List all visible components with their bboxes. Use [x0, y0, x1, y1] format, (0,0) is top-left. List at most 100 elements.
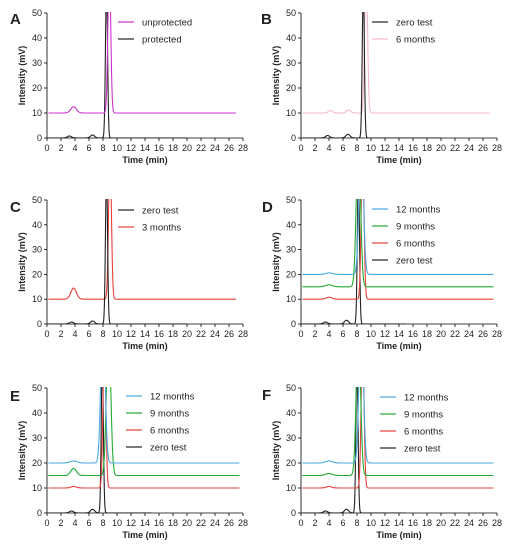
series-line-zero-test [302, 12, 442, 138]
series-line-3-months [48, 199, 237, 300]
x-tick-label: 14 [394, 143, 404, 153]
x-tick-label: 14 [140, 329, 150, 339]
x-tick-label: 20 [436, 329, 446, 339]
series-line-zero-test [48, 387, 153, 513]
legend-label: unprotected [142, 18, 192, 29]
x-tick-label: 14 [140, 518, 150, 528]
x-tick-label: 28 [492, 143, 502, 153]
x-tick-label: 28 [238, 518, 248, 528]
series-group [302, 12, 491, 138]
series-line-zero-test [302, 199, 407, 324]
x-tick-label: 16 [408, 329, 418, 339]
y-tick-label: 0 [37, 319, 42, 329]
y-tick-label: 50 [32, 8, 42, 18]
y-tick-label: 40 [286, 220, 296, 230]
x-tick-label: 12 [126, 518, 136, 528]
x-tick-label: 28 [492, 518, 502, 528]
y-tick-label: 0 [37, 508, 42, 518]
y-tick-label: 30 [286, 433, 296, 443]
series-line-9-months [48, 387, 240, 477]
x-tick-label: 22 [450, 143, 460, 153]
legend-label: 9 months [396, 222, 435, 233]
legend-label: 3 months [142, 223, 181, 234]
x-tick-label: 22 [196, 143, 206, 153]
y-tick-label: 30 [32, 58, 42, 68]
panel-letter: C [10, 199, 21, 216]
x-tick-label: 24 [464, 518, 474, 528]
x-tick-label: 2 [58, 329, 63, 339]
y-tick-label: 20 [32, 458, 42, 468]
x-tick-label: 22 [450, 329, 460, 339]
x-tick-label: 26 [224, 143, 234, 153]
y-tick-label: 20 [286, 458, 296, 468]
x-tick-label: 16 [408, 143, 418, 153]
x-axis-title: Time (min) [376, 155, 421, 165]
y-tick-label: 40 [32, 220, 42, 230]
y-tick-label: 20 [286, 83, 296, 93]
series-line-6-months [48, 387, 240, 489]
x-tick-label: 26 [224, 518, 234, 528]
legend-label: protected [142, 35, 182, 46]
x-tick-label: 16 [408, 518, 418, 528]
y-axis-title: Intensity (mV) [271, 46, 281, 106]
y-tick-label: 0 [291, 508, 296, 518]
legend: 12 months 9 months 6 months zero test [380, 393, 449, 455]
legend-label: zero test [404, 444, 441, 455]
y-tick-label: 30 [286, 58, 296, 68]
x-tick-label: 26 [478, 518, 488, 528]
x-tick-label: 16 [154, 143, 164, 153]
x-tick-label: 6 [340, 329, 345, 339]
legend: unprotected protected [118, 18, 192, 46]
series-group [48, 199, 237, 324]
y-tick-label: 30 [286, 245, 296, 255]
series-line-protected [48, 12, 188, 138]
legend-label: zero test [396, 18, 433, 29]
legend-label: 9 months [404, 410, 443, 421]
y-axis-title: Intensity (mV) [271, 232, 281, 292]
series-line-12-months [302, 199, 494, 275]
x-tick-label: 0 [44, 143, 49, 153]
y-tick-label: 10 [286, 483, 296, 493]
legend-label: 9 months [150, 409, 189, 420]
legend-label: zero test [142, 206, 179, 217]
x-tick-label: 4 [72, 143, 77, 153]
y-axis-title: Intensity (mV) [17, 46, 27, 106]
y-tick-label: 10 [286, 108, 296, 118]
x-tick-label: 24 [464, 329, 474, 339]
series-line-9-months [302, 199, 494, 288]
x-tick-label: 14 [394, 518, 404, 528]
x-axis-title: Time (min) [122, 530, 167, 540]
y-tick-label: 10 [32, 108, 42, 118]
x-tick-label: 16 [154, 329, 164, 339]
y-tick-label: 0 [291, 133, 296, 143]
y-tick-label: 10 [32, 294, 42, 304]
x-tick-label: 28 [238, 143, 248, 153]
x-tick-label: 28 [492, 329, 502, 339]
x-tick-label: 4 [72, 329, 77, 339]
x-tick-label: 4 [326, 143, 331, 153]
y-tick-label: 20 [286, 269, 296, 279]
x-tick-label: 2 [312, 518, 317, 528]
y-tick-label: 20 [32, 83, 42, 93]
x-tick-label: 8 [354, 143, 359, 153]
legend: zero test 6 months [372, 18, 435, 46]
x-tick-label: 26 [224, 329, 234, 339]
x-tick-label: 16 [154, 518, 164, 528]
x-tick-label: 10 [112, 329, 122, 339]
x-tick-label: 10 [366, 329, 376, 339]
legend-label: zero test [396, 256, 433, 267]
x-tick-label: 6 [86, 518, 91, 528]
panel-letter: F [262, 387, 271, 404]
series-line-6-months [302, 387, 494, 489]
x-tick-label: 18 [422, 143, 432, 153]
x-tick-label: 22 [450, 518, 460, 528]
x-tick-label: 22 [196, 518, 206, 528]
y-tick-label: 10 [286, 294, 296, 304]
x-tick-label: 14 [140, 143, 150, 153]
y-tick-label: 10 [32, 483, 42, 493]
